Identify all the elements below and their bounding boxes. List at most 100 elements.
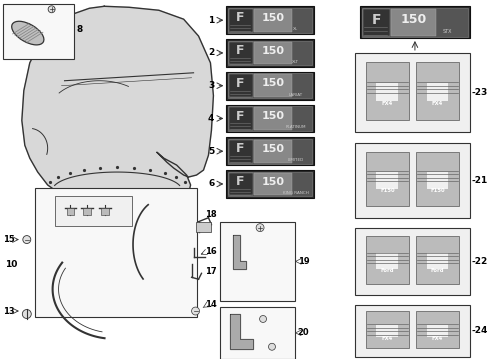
Bar <box>376 171 398 189</box>
Bar <box>67 208 74 215</box>
Text: 5: 5 <box>208 147 215 156</box>
Text: F150: F150 <box>430 188 445 193</box>
Text: -21: -21 <box>471 176 488 185</box>
Bar <box>228 41 312 66</box>
Text: F: F <box>236 143 245 156</box>
Bar <box>228 8 312 33</box>
Text: F: F <box>236 77 245 90</box>
Bar <box>366 311 409 348</box>
Bar <box>416 236 459 284</box>
Bar <box>101 208 109 215</box>
Text: 150: 150 <box>262 144 285 154</box>
Bar <box>229 9 253 32</box>
Text: 4: 4 <box>208 114 215 123</box>
Circle shape <box>260 315 267 323</box>
Bar <box>416 63 459 120</box>
Text: 20: 20 <box>298 328 309 337</box>
Text: 150: 150 <box>262 177 285 187</box>
Bar <box>229 41 253 64</box>
Text: 9: 9 <box>57 5 63 14</box>
Bar <box>366 236 409 284</box>
Bar <box>83 208 91 215</box>
Text: F: F <box>236 110 245 123</box>
Text: F150: F150 <box>380 188 394 193</box>
Text: F: F <box>236 12 245 24</box>
Bar <box>35 188 196 317</box>
Text: -22: -22 <box>471 257 488 266</box>
Text: F: F <box>371 13 381 27</box>
Text: 18: 18 <box>205 210 217 219</box>
Bar <box>254 172 292 195</box>
Bar <box>355 305 469 357</box>
Text: PLATINUM: PLATINUM <box>286 125 306 129</box>
Circle shape <box>23 310 31 319</box>
Text: 150: 150 <box>262 78 285 89</box>
Circle shape <box>23 235 31 243</box>
Bar <box>226 39 314 67</box>
Bar <box>54 196 132 226</box>
Circle shape <box>256 224 264 231</box>
Text: STX: STX <box>443 29 452 34</box>
Bar <box>427 83 448 102</box>
Bar <box>226 104 314 132</box>
Text: 17: 17 <box>205 267 217 276</box>
Bar <box>391 9 436 36</box>
Bar <box>220 307 295 359</box>
Text: 2: 2 <box>208 49 215 58</box>
Bar <box>229 74 253 97</box>
Text: 16: 16 <box>205 247 217 256</box>
Bar <box>366 152 409 206</box>
Text: 1: 1 <box>208 16 215 25</box>
Text: 11: 11 <box>167 255 178 264</box>
Bar <box>427 325 448 337</box>
Bar <box>228 106 312 131</box>
Bar <box>416 152 459 206</box>
Text: 150: 150 <box>401 13 427 26</box>
Bar <box>220 222 295 301</box>
Text: 19: 19 <box>298 257 309 266</box>
Text: XLT: XLT <box>293 60 299 64</box>
Text: 3: 3 <box>208 81 215 90</box>
Text: 8: 8 <box>76 24 83 33</box>
Text: 150: 150 <box>262 13 285 23</box>
Text: LARIAT: LARIAT <box>289 93 303 96</box>
Bar <box>254 140 292 163</box>
Bar <box>366 63 409 120</box>
Text: -24: -24 <box>471 327 488 336</box>
Text: FX4: FX4 <box>432 101 443 106</box>
Bar <box>228 73 312 98</box>
Text: 7: 7 <box>412 55 418 64</box>
Circle shape <box>192 307 199 315</box>
Bar <box>254 107 292 130</box>
Text: KING RANCH: KING RANCH <box>283 191 309 195</box>
Bar <box>226 137 314 165</box>
Text: FX4: FX4 <box>382 101 393 106</box>
Bar <box>229 140 253 163</box>
Bar <box>196 222 212 231</box>
Bar <box>427 253 448 269</box>
Circle shape <box>48 6 55 13</box>
Bar <box>254 9 292 32</box>
Bar <box>226 6 314 34</box>
Text: 6: 6 <box>208 180 215 189</box>
Bar <box>254 74 292 97</box>
Text: F: F <box>236 44 245 57</box>
Text: Ford: Ford <box>431 268 444 273</box>
Ellipse shape <box>12 21 44 45</box>
Polygon shape <box>22 6 214 202</box>
Text: F: F <box>236 175 245 188</box>
Text: 15: 15 <box>3 235 15 244</box>
Text: 150: 150 <box>262 111 285 121</box>
Polygon shape <box>230 314 253 349</box>
Bar <box>355 228 469 295</box>
Bar <box>376 325 398 337</box>
Bar <box>363 9 390 36</box>
Text: -23: -23 <box>471 88 488 97</box>
Bar <box>254 41 292 64</box>
Bar <box>3 4 74 59</box>
Text: FX4: FX4 <box>382 336 393 341</box>
Text: Ford: Ford <box>381 268 394 273</box>
Bar <box>376 83 398 102</box>
Bar <box>360 6 469 38</box>
Bar <box>229 172 253 195</box>
